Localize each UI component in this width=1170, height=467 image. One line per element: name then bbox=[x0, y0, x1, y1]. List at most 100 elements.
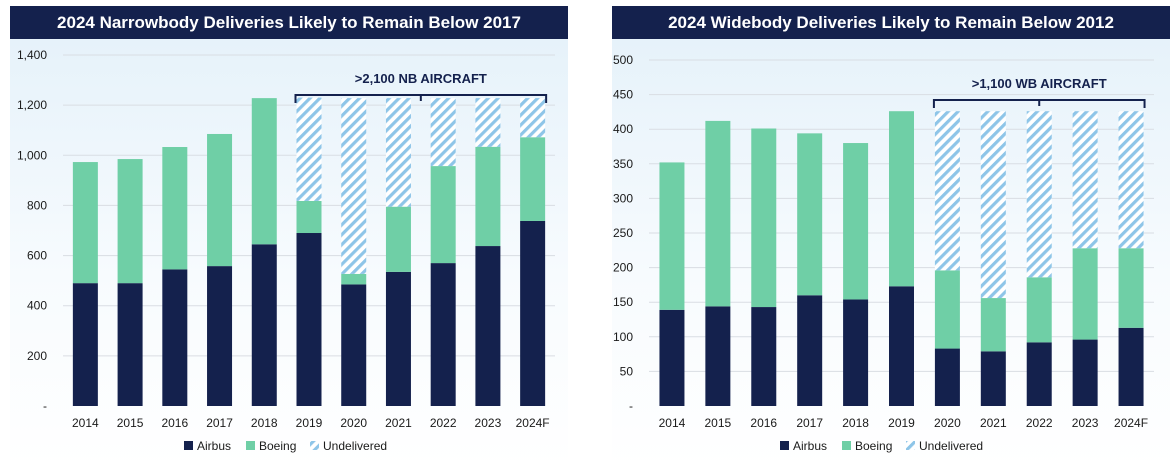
bar-boeing bbox=[1072, 248, 1098, 340]
narrowbody-chart: - 200 400 600 800 1,000 1,200 1,400 2014 2015 2016… bbox=[10, 39, 568, 467]
y-tick-label: - bbox=[43, 399, 47, 413]
bar-undelivered bbox=[475, 98, 501, 147]
bar-undelivered bbox=[296, 97, 322, 201]
bar-airbus bbox=[1118, 327, 1144, 406]
bar-boeing bbox=[889, 111, 914, 287]
bar-airbus bbox=[843, 299, 869, 406]
y-tick-label: 50 bbox=[620, 364, 634, 378]
bar-airbus bbox=[797, 295, 823, 406]
bar-boeing bbox=[162, 147, 188, 270]
x-tick-label: 2024F bbox=[1114, 416, 1148, 430]
narrowbody-chart-panel: 2024 Narrowbody Deliveries Likely to Rem… bbox=[0, 0, 568, 467]
x-tick-label: 2017 bbox=[796, 416, 823, 430]
y-tick-label: 450 bbox=[613, 88, 633, 102]
x-tick-label: 2019 bbox=[888, 416, 915, 430]
legend-swatch-boeing bbox=[246, 441, 255, 450]
x-tick-label: 2022 bbox=[1026, 416, 1053, 430]
bar-airbus bbox=[296, 233, 322, 406]
legend-label-undelivered: Undelivered bbox=[919, 439, 983, 453]
bar-undelivered bbox=[385, 98, 411, 207]
x-tick-label: 2020 bbox=[934, 416, 961, 430]
x-tick-label: 2023 bbox=[475, 416, 502, 430]
bar-airbus bbox=[251, 244, 277, 406]
y-tick-label: 150 bbox=[613, 295, 633, 309]
bar-airbus bbox=[705, 306, 731, 406]
y-tick-label: 800 bbox=[27, 198, 47, 212]
legend-swatch-undelivered bbox=[906, 441, 915, 450]
x-tick-label: 2019 bbox=[296, 416, 323, 430]
bar-undelivered bbox=[1026, 111, 1052, 278]
y-tick-label: 500 bbox=[613, 53, 633, 67]
y-tick-label: 250 bbox=[613, 226, 633, 240]
chart-title: 2024 Narrowbody Deliveries Likely to Rem… bbox=[10, 6, 568, 39]
bar-boeing bbox=[296, 200, 322, 234]
x-tick-label: 2017 bbox=[206, 416, 233, 430]
bar-undelivered bbox=[341, 98, 367, 274]
widebody-chart: - 50 100 150 200 250 300 350 400 450 500 2014 2015 20… bbox=[612, 39, 1170, 467]
x-tick-label: 2018 bbox=[842, 416, 869, 430]
legend-swatch-airbus bbox=[780, 441, 789, 450]
bar-undelivered bbox=[1072, 111, 1098, 249]
y-tick-label: 350 bbox=[613, 157, 633, 171]
bar-boeing bbox=[251, 98, 277, 245]
x-tick-label: 2022 bbox=[430, 416, 457, 430]
chart-title: 2024 Widebody Deliveries Likely to Remai… bbox=[612, 6, 1170, 39]
bar-boeing bbox=[797, 133, 823, 296]
bar-undelivered bbox=[980, 111, 1006, 299]
x-tick-label: 2015 bbox=[705, 416, 732, 430]
bar-boeing bbox=[430, 166, 456, 264]
bar-undelivered bbox=[1118, 111, 1144, 249]
bar-boeing bbox=[1118, 248, 1144, 328]
legend-label-boeing: Boeing bbox=[259, 439, 296, 453]
y-tick-label: 100 bbox=[613, 330, 633, 344]
legend-swatch-airbus bbox=[184, 441, 193, 450]
bar-boeing bbox=[207, 133, 233, 267]
legend-label-boeing: Boeing bbox=[855, 439, 892, 453]
bar-airbus bbox=[117, 283, 143, 406]
legend-swatch-undelivered bbox=[310, 441, 319, 450]
bar-boeing bbox=[705, 120, 731, 307]
bar-boeing bbox=[1026, 277, 1052, 343]
legend-label-undelivered: Undelivered bbox=[323, 439, 387, 453]
bar-boeing bbox=[341, 273, 367, 285]
x-tick-label: 2015 bbox=[117, 416, 144, 430]
x-tick-label: 2014 bbox=[659, 416, 686, 430]
bar-boeing bbox=[385, 206, 411, 272]
widebody-chart-panel: 2024 Widebody Deliveries Likely to Remai… bbox=[602, 0, 1170, 467]
bar-airbus bbox=[72, 283, 98, 406]
y-tick-label: 400 bbox=[27, 299, 47, 313]
bar-airbus bbox=[162, 269, 188, 406]
bar-boeing bbox=[117, 159, 143, 284]
bar-boeing bbox=[751, 128, 777, 308]
bar-airbus bbox=[341, 284, 367, 406]
y-tick-label: 1,200 bbox=[17, 98, 47, 112]
bar-airbus bbox=[889, 286, 914, 406]
bar-airbus bbox=[659, 309, 685, 406]
bar-airbus bbox=[751, 307, 777, 406]
bar-boeing bbox=[934, 270, 960, 349]
x-tick-label: 2014 bbox=[72, 416, 99, 430]
x-tick-label: 2021 bbox=[385, 416, 412, 430]
bar-airbus bbox=[207, 266, 233, 406]
chart-background bbox=[10, 39, 568, 467]
bar-boeing bbox=[980, 298, 1006, 352]
legend-label-airbus: Airbus bbox=[197, 439, 231, 453]
y-tick-label: 300 bbox=[613, 191, 633, 205]
bar-undelivered bbox=[520, 98, 546, 138]
bar-boeing bbox=[843, 143, 869, 300]
x-tick-label: 2020 bbox=[340, 416, 367, 430]
annotation-label: >1,100 WB AIRCRAFT bbox=[972, 76, 1107, 91]
x-tick-label: 2016 bbox=[750, 416, 777, 430]
y-tick-label: 400 bbox=[613, 122, 633, 136]
bar-airbus bbox=[475, 246, 501, 406]
y-tick-label: 200 bbox=[27, 349, 47, 363]
legend-label-airbus: Airbus bbox=[793, 439, 827, 453]
y-tick-label: - bbox=[629, 399, 633, 413]
bar-undelivered bbox=[430, 98, 456, 167]
bar-airbus bbox=[1072, 339, 1098, 406]
x-tick-label: 2018 bbox=[251, 416, 278, 430]
bar-airbus bbox=[1026, 342, 1052, 406]
bar-airbus bbox=[430, 263, 456, 406]
x-tick-label: 2023 bbox=[1072, 416, 1099, 430]
bar-airbus bbox=[520, 220, 546, 406]
